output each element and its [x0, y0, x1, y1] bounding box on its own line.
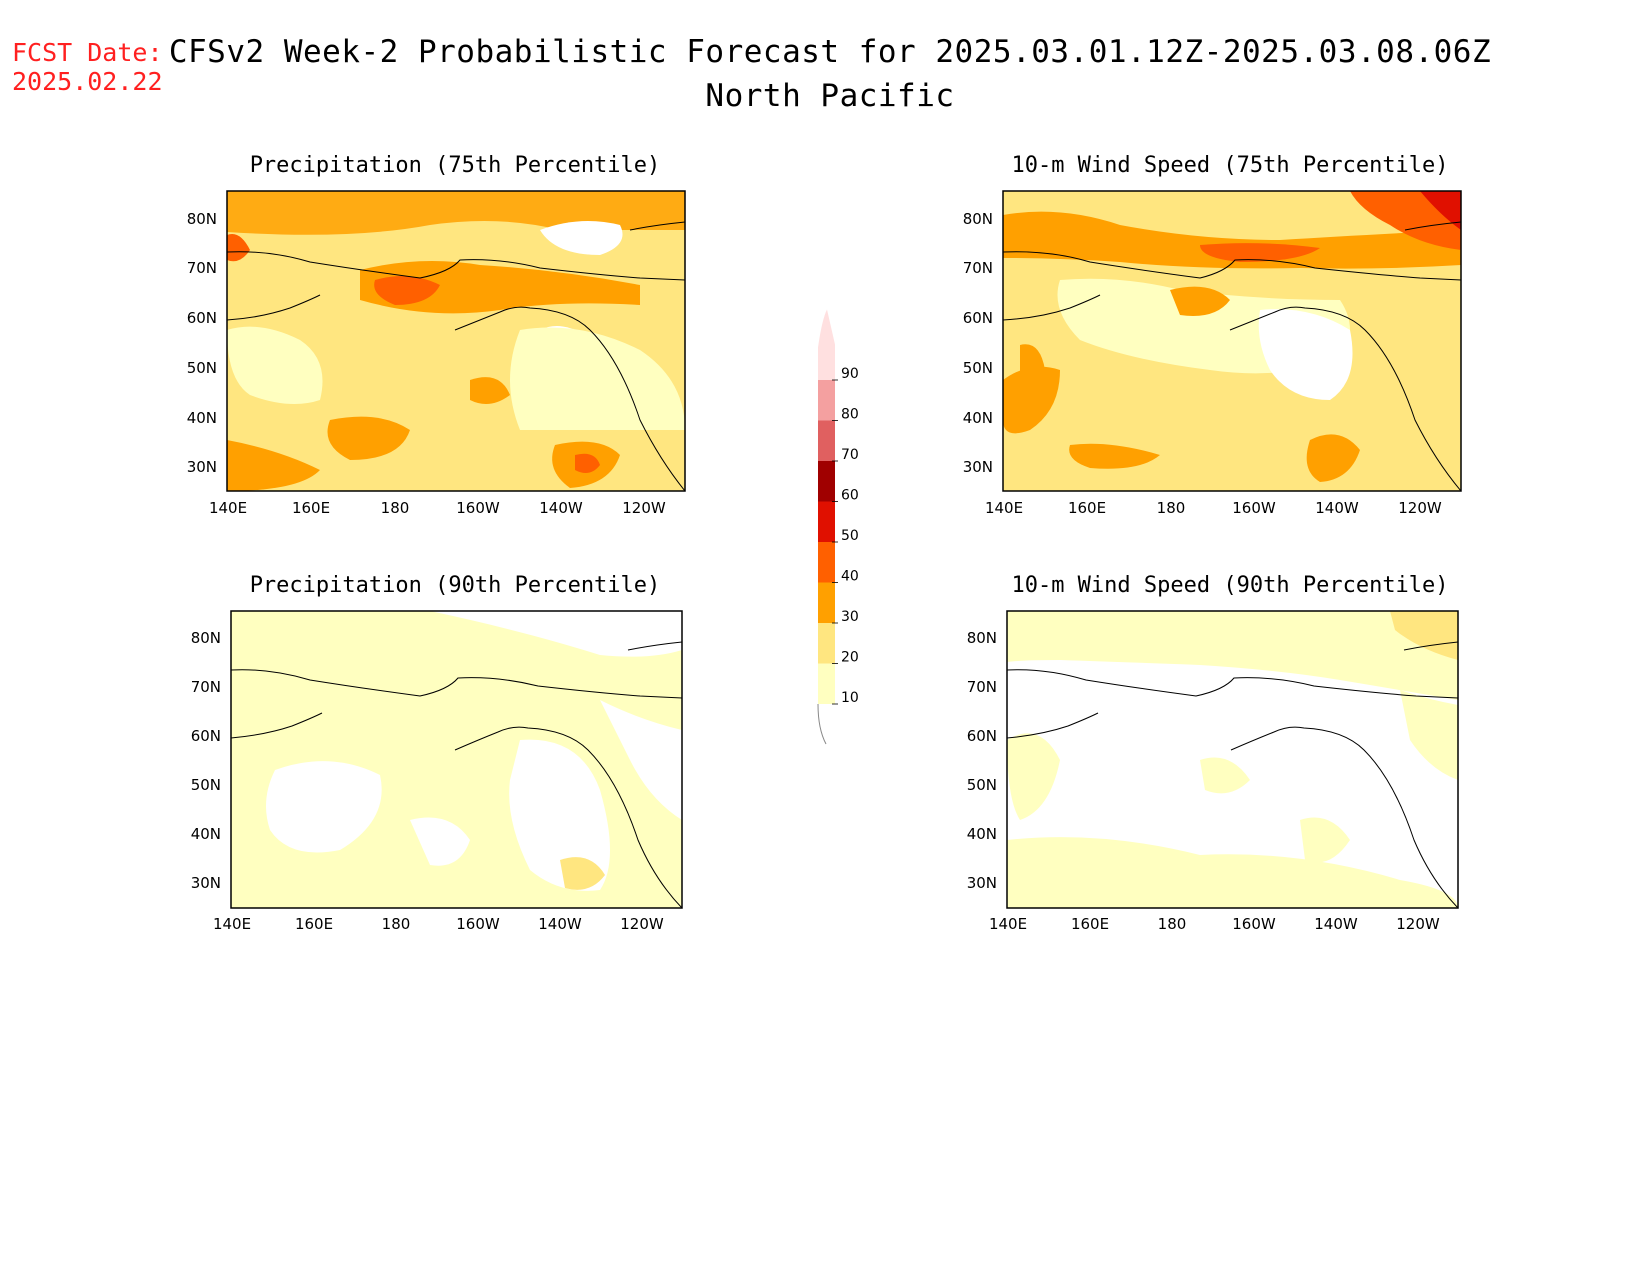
lon-tick: 120W: [622, 499, 666, 517]
lon-tick: 120W: [1398, 499, 1442, 517]
colorbar-label: 70: [841, 447, 859, 463]
lon-tick: 160E: [292, 499, 330, 517]
lat-tick: 80N: [963, 210, 993, 228]
colorbar-box: [818, 582, 835, 623]
colorbar-label: 90: [841, 366, 859, 382]
lat-tick: 60N: [967, 727, 997, 745]
title-line-2: North Pacific: [705, 78, 955, 114]
main-title: CFSv2 Week-2 Probabilistic Forecast for …: [150, 30, 1510, 118]
lat-tick: 60N: [187, 309, 217, 327]
lat-tick: 50N: [967, 776, 997, 794]
lon-tick: 140E: [209, 499, 247, 517]
lat-tick: 50N: [963, 359, 993, 377]
colorbar-label: 80: [841, 407, 859, 423]
lat-tick: 40N: [967, 825, 997, 843]
lat-tick: 40N: [963, 409, 993, 427]
map-panel-precip-90: [231, 611, 682, 908]
colorbar: 10 20 30 40 50 60 70 80 90: [817, 309, 859, 745]
colorbar-label: 60: [841, 488, 859, 504]
lat-tick: 70N: [191, 678, 221, 696]
axis-ticks-precip-75: 80N 70N 60N 50N 40N 30N 140E 160E 180 16…: [187, 210, 666, 517]
lon-tick: 160E: [1068, 499, 1106, 517]
lat-tick: 80N: [187, 210, 217, 228]
lon-tick: 160E: [295, 915, 333, 933]
lat-tick: 80N: [967, 629, 997, 647]
map-panel-wind-75: [1003, 191, 1461, 491]
lat-tick: 30N: [187, 458, 217, 476]
coastline-wind-75: [1003, 221, 1461, 491]
map-panel-precip-75: [227, 191, 685, 491]
lon-tick: 180: [1158, 915, 1187, 933]
lon-tick: 120W: [620, 915, 664, 933]
axis-ticks-wind-75: 80N 70N 60N 50N 40N 30N 140E 160E 180 16…: [963, 210, 1442, 517]
lon-tick: 140W: [539, 499, 583, 517]
lon-tick: 180: [1157, 499, 1186, 517]
lat-tick: 60N: [191, 727, 221, 745]
lat-tick: 40N: [191, 825, 221, 843]
colorbar-label: 10: [841, 690, 859, 706]
colorbar-box: [818, 461, 835, 502]
forecast-date: FCST Date: 2025.02.22: [12, 38, 163, 96]
colorbar-tip: [818, 309, 835, 380]
coastline-wind-90: [1007, 641, 1458, 908]
lon-tick: 140E: [213, 915, 251, 933]
colorbar-tail: [817, 703, 827, 745]
lon-tick: 140E: [985, 499, 1023, 517]
colorbar-box: [818, 663, 835, 704]
lat-tick: 70N: [187, 259, 217, 277]
lat-tick: 70N: [963, 259, 993, 277]
lat-tick: 70N: [967, 678, 997, 696]
lat-tick: 50N: [187, 359, 217, 377]
lat-tick: 50N: [191, 776, 221, 794]
colorbar-box: [818, 623, 835, 664]
map-panel-wind-90: [1007, 611, 1458, 908]
map-frame-wind-75: [1002, 190, 1462, 492]
map-frame-precip-90: [230, 610, 683, 909]
colorbar-label: 40: [841, 569, 859, 585]
lat-tick: 40N: [187, 409, 217, 427]
panel-title-wind-90: 10-m Wind Speed (90th Percentile): [1011, 573, 1449, 598]
lat-tick: 30N: [191, 874, 221, 892]
coastline-precip-75: [227, 221, 685, 491]
axis-ticks-precip-90: 80N 70N 60N 50N 40N 30N 140E 160E 180 16…: [191, 629, 664, 933]
colorbar-label: 50: [841, 528, 859, 544]
panel-title-precip-75: Precipitation (75th Percentile): [249, 153, 661, 178]
lon-tick: 160E: [1071, 915, 1109, 933]
lon-tick: 160W: [1232, 915, 1276, 933]
lon-tick: 140W: [1315, 499, 1359, 517]
lat-tick: 80N: [191, 629, 221, 647]
lon-tick: 180: [382, 915, 411, 933]
lon-tick: 180: [381, 499, 410, 517]
lon-tick: 160W: [456, 499, 500, 517]
lon-tick: 140W: [1314, 915, 1358, 933]
panel-title-precip-90: Precipitation (90th Percentile): [249, 573, 661, 598]
colorbar-box: [818, 420, 835, 461]
forecast-date-label: FCST Date:: [12, 38, 163, 67]
coastline-precip-90: [231, 641, 682, 908]
title-line-1: CFSv2 Week-2 Probabilistic Forecast for …: [168, 34, 1492, 70]
map-frame-precip-75: [226, 190, 686, 492]
colorbar-label: 20: [841, 650, 859, 666]
lon-tick: 140W: [538, 915, 582, 933]
lon-tick: 120W: [1396, 915, 1440, 933]
forecast-date-value: 2025.02.22: [12, 67, 163, 96]
colorbar-box: [818, 501, 835, 542]
colorbar-box: [818, 542, 835, 583]
colorbar-box: [818, 380, 835, 421]
panel-title-wind-75: 10-m Wind Speed (75th Percentile): [1011, 153, 1449, 178]
axis-ticks-wind-90: 80N 70N 60N 50N 40N 30N 140E 160E 180 16…: [967, 629, 1440, 933]
lon-tick: 140E: [989, 915, 1027, 933]
lat-tick: 60N: [963, 309, 993, 327]
map-frame-wind-90: [1006, 610, 1459, 909]
lon-tick: 160W: [1232, 499, 1276, 517]
lon-tick: 160W: [456, 915, 500, 933]
colorbar-label: 30: [841, 609, 859, 625]
lat-tick: 30N: [967, 874, 997, 892]
lat-tick: 30N: [963, 458, 993, 476]
